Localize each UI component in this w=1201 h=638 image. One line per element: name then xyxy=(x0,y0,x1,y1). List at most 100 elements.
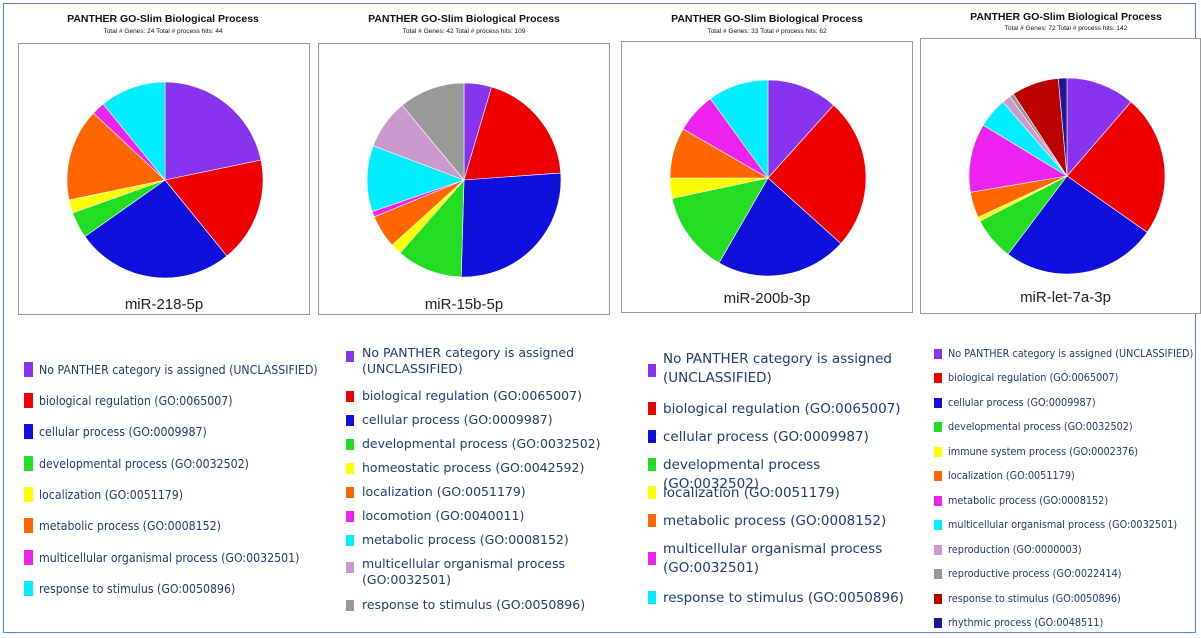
legend-label: response to stimulus (GO:0050896) xyxy=(362,597,586,612)
legend-label: reproductive process (GO:0022414) xyxy=(948,567,1122,580)
legend-mir-218: No PANTHER category is assigned (UNCLASS… xyxy=(24,361,318,611)
legend-item: multicellular organismal process (GO:003… xyxy=(24,549,335,566)
legend-item: localization (GO:0051179) xyxy=(346,484,612,500)
legend-label: multicellular organismal process (GO:003… xyxy=(948,518,1178,531)
chart-subtitle: Total # Genes: 24 Total # process hits: … xyxy=(103,28,223,35)
legend-swatch xyxy=(934,496,942,506)
legend-label: cellular process (GO:0009987) xyxy=(362,412,553,427)
legend-swatch xyxy=(934,349,942,359)
pie-slice xyxy=(84,179,228,279)
legend-swatch xyxy=(346,511,354,522)
legend-swatch xyxy=(934,618,942,628)
figure-frame xyxy=(3,3,1196,633)
legend-item: No PANTHER category is assigned (UNCLASS… xyxy=(934,346,1201,361)
chart-subtitle: Total # Genes: 33 Total # process hits: … xyxy=(707,28,827,35)
legend-swatch xyxy=(346,487,354,498)
chart-title: PANTHER GO-Slim Biological Process xyxy=(67,13,259,25)
pie-slice xyxy=(767,79,834,179)
legend-swatch xyxy=(934,545,942,555)
legend-label: metabolic process (GO:0008152) xyxy=(39,518,221,533)
legend-item: biological regulation (GO:0065007) xyxy=(346,388,612,404)
legend-swatch xyxy=(24,424,33,439)
pie-slice xyxy=(164,159,264,257)
pie-slice xyxy=(1066,101,1166,233)
legend-item: cellular process (GO:0009987) xyxy=(934,395,1116,410)
chart-title: PANTHER GO-Slim Biological Process xyxy=(970,11,1162,23)
legend-item: developmental process (GO:0032502) xyxy=(934,419,1158,434)
pie-slice xyxy=(1066,77,1132,177)
legend-mir-200b: No PANTHER category is assigned (UNCLASS… xyxy=(648,350,908,615)
pie-slice xyxy=(366,145,465,212)
legend-item: No PANTHER category is assigned (UNCLASS… xyxy=(648,350,908,388)
legend-item: biological regulation (GO:0065007) xyxy=(934,370,1142,385)
legend-mir-15b: No PANTHER category is assigned (UNCLASS… xyxy=(346,345,611,620)
pie-slice xyxy=(460,172,562,278)
legend-label: response to stimulus (GO:0050896) xyxy=(39,581,236,596)
pie-slice xyxy=(102,81,166,181)
legend-swatch xyxy=(648,486,656,499)
legend-label: rhythmic process (GO:0048511) xyxy=(948,616,1104,629)
pie-slice xyxy=(463,86,562,181)
legend-mir-let-7a: No PANTHER category is assigned (UNCLASS… xyxy=(934,346,1196,631)
pie-slice xyxy=(66,112,166,201)
legend-swatch xyxy=(346,600,354,611)
legend-swatch xyxy=(934,569,942,579)
pie-chart xyxy=(366,82,562,278)
legend-swatch xyxy=(346,351,354,362)
legend-swatch xyxy=(934,594,942,604)
legend-item: multicellular organismal process (GO:003… xyxy=(648,540,908,578)
legend-label: metabolic process (GO:0008152) xyxy=(663,513,887,529)
legend-label: developmental process (GO:0032502) xyxy=(663,457,821,492)
pie-panel-mir-218: miR-218-5p xyxy=(18,43,310,315)
pie-panel-mir-let-7a: miR-let-7a-3p xyxy=(920,38,1201,314)
legend-item: cellular process (GO:0009987) xyxy=(346,412,612,428)
legend-label: biological regulation (GO:0065007) xyxy=(948,371,1119,384)
pie-slice xyxy=(709,79,769,179)
legend-item: developmental process (GO:0032502) xyxy=(346,436,612,452)
pie-label: miR-218-5p xyxy=(124,296,204,313)
legend-item: reproductive process (GO:0022414) xyxy=(934,566,1145,581)
pie-slice xyxy=(399,179,465,278)
legend-label: cellular process (GO:0009987) xyxy=(39,424,207,439)
legend-label: multicellular organismal process (GO:003… xyxy=(39,550,300,565)
pie-panel-mir-15b: miR-15b-5p xyxy=(318,43,610,315)
chart-title: PANTHER GO-Slim Biological Process xyxy=(671,13,863,25)
legend-item: developmental process (GO:0032502) xyxy=(648,456,908,494)
legend-label: developmental process (GO:0032502) xyxy=(39,456,249,471)
legend-label: immune system process (GO:0002376) xyxy=(948,445,1139,458)
legend-label: multicellular organismal process (GO:003… xyxy=(362,556,566,587)
legend-item: developmental process (GO:0032502) xyxy=(24,455,278,472)
legend-item: response to stimulus (GO:0050896) xyxy=(648,589,908,608)
legend-swatch xyxy=(934,422,942,432)
legend-swatch xyxy=(648,364,656,377)
legend-label: cellular process (GO:0009987) xyxy=(663,429,869,445)
legend-swatch xyxy=(24,550,33,565)
legend-item: cellular process (GO:0009987) xyxy=(648,428,908,447)
legend-item: metabolic process (GO:0008152) xyxy=(24,517,246,534)
pie-chart xyxy=(968,77,1166,275)
legend-swatch xyxy=(346,391,354,402)
legend-swatch xyxy=(648,458,656,471)
legend-item: multicellular organismal process (GO:003… xyxy=(934,517,1201,532)
legend-swatch xyxy=(24,487,33,502)
legend-label: developmental process (GO:0032502) xyxy=(362,436,601,451)
legend-label: No PANTHER category is assigned (UNCLASS… xyxy=(362,345,575,376)
pie-chart xyxy=(66,81,264,279)
legend-swatch xyxy=(24,362,33,377)
legend-swatch xyxy=(934,520,942,530)
legend-label: response to stimulus (GO:0050896) xyxy=(948,592,1121,605)
pie-slice xyxy=(671,177,769,264)
legend-swatch xyxy=(648,514,656,527)
pie-label: miR-15b-5p xyxy=(424,296,504,313)
legend-swatch xyxy=(24,393,33,408)
legend-item: immune system process (GO:0002376) xyxy=(934,444,1164,459)
legend-swatch xyxy=(346,415,354,426)
legend-item: biological regulation (GO:0065007) xyxy=(648,400,908,419)
legend-swatch xyxy=(346,535,354,546)
legend-swatch xyxy=(648,552,656,565)
legend-label: biological regulation (GO:0065007) xyxy=(663,401,901,417)
legend-swatch xyxy=(346,463,354,474)
pie-chart xyxy=(669,79,867,277)
legend-item: biological regulation (GO:0065007) xyxy=(24,392,259,409)
legend-item: metabolic process (GO:0008152) xyxy=(346,532,612,548)
